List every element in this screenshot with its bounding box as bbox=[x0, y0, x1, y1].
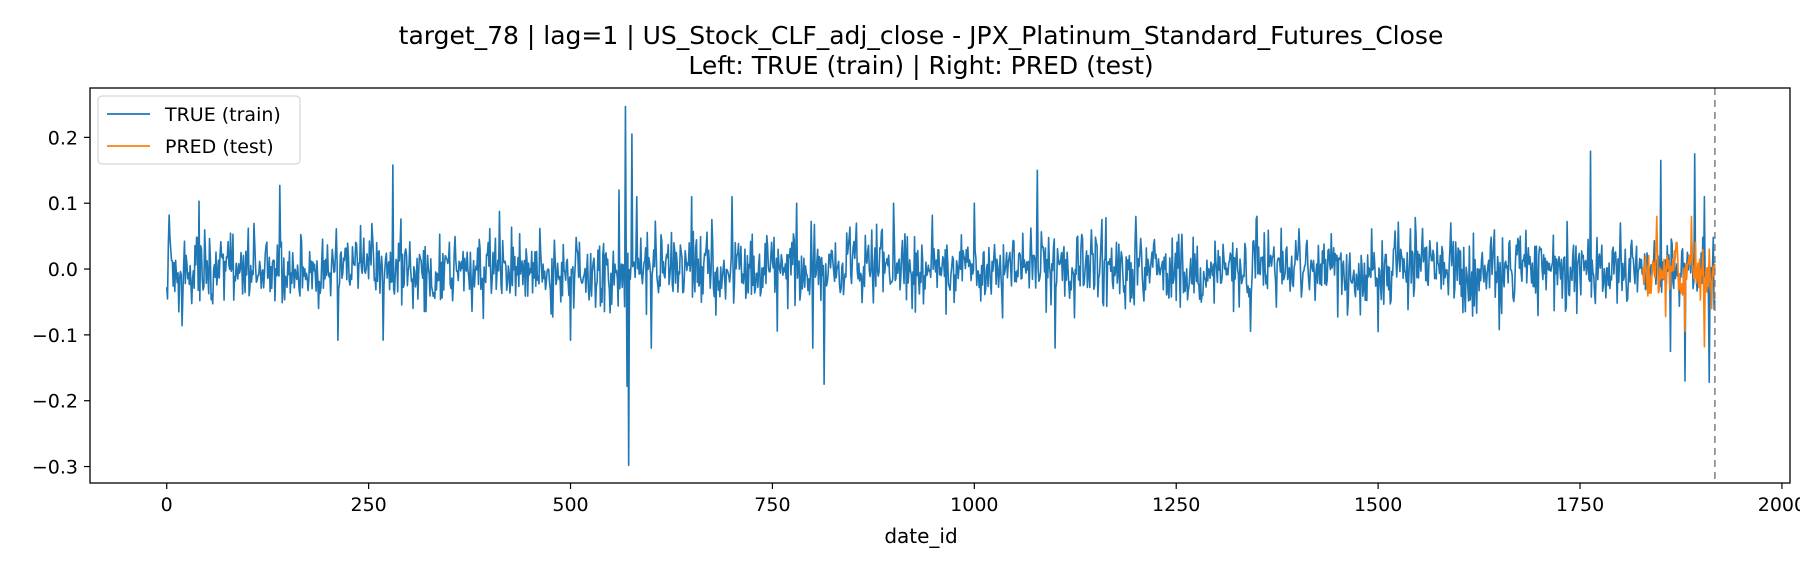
y-axis: 0.2 0.1 0.0 −0.1 −0.2 −0.3 bbox=[32, 127, 90, 479]
x-tick-label: 1000 bbox=[950, 494, 998, 516]
legend-box bbox=[97, 95, 301, 165]
x-tick-label: 1250 bbox=[1152, 494, 1200, 516]
chart-subtitle: Left: TRUE (train) | Right: PRED (test) bbox=[688, 51, 1153, 80]
legend-label-pred: PRED (test) bbox=[165, 136, 274, 158]
legend: TRUE (train) PRED (test) bbox=[97, 95, 301, 165]
x-tick-label: 0 bbox=[161, 494, 173, 516]
x-tick-label: 1750 bbox=[1556, 494, 1604, 516]
plot-frame bbox=[89, 87, 1791, 484]
x-axis-label: date_id bbox=[884, 524, 957, 548]
y-tick-label: 0.1 bbox=[48, 193, 78, 215]
series-layer bbox=[165, 105, 1716, 467]
series-line-true bbox=[165, 105, 1716, 467]
y-tick-label: 0.2 bbox=[48, 127, 78, 149]
legend-label-true: TRUE (train) bbox=[164, 104, 281, 126]
x-tick-label: 500 bbox=[552, 494, 588, 516]
y-tick-label: −0.3 bbox=[32, 457, 78, 479]
series-line-pred bbox=[1642, 215, 1716, 348]
x-tick-label: 250 bbox=[350, 494, 386, 516]
x-tick-label: 1500 bbox=[1354, 494, 1402, 516]
y-tick-label: −0.2 bbox=[32, 391, 78, 413]
y-tick-label: 0.0 bbox=[48, 259, 78, 281]
chart-title: target_78 | lag=1 | US_Stock_CLF_adj_clo… bbox=[399, 21, 1444, 50]
y-tick-label: −0.1 bbox=[32, 325, 78, 347]
x-tick-label: 750 bbox=[754, 494, 790, 516]
